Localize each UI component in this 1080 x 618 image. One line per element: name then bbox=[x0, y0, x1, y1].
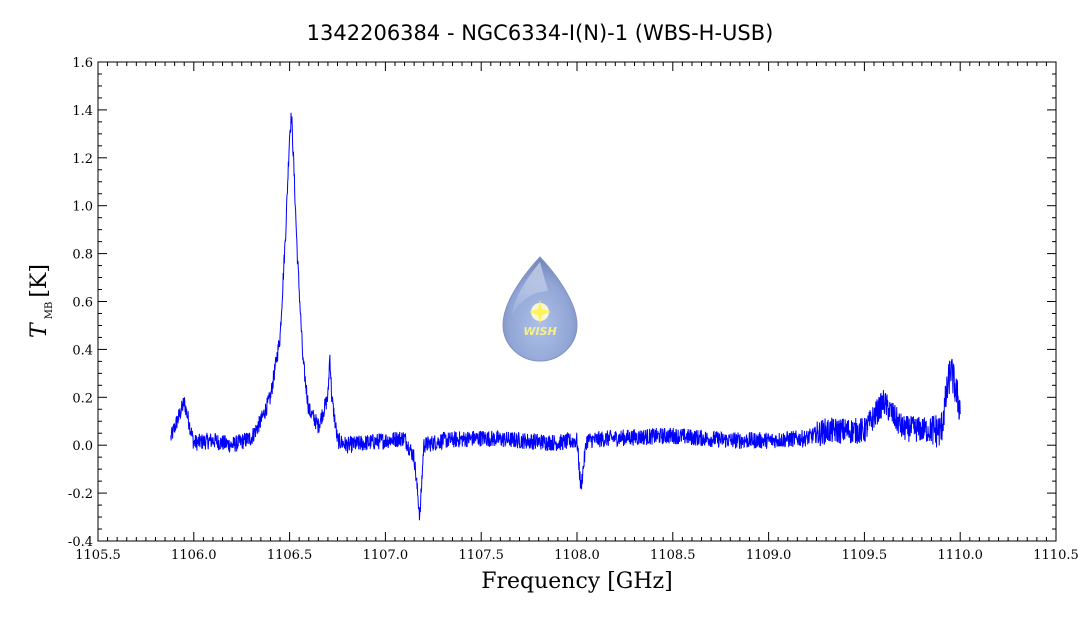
x-tick-labels: 1105.5 1106.0 1106.5 1107.0 1107.5 1108.0 1108… bbox=[75, 548, 1079, 563]
y-tick-label: 0.0 bbox=[72, 439, 93, 454]
y-tick-label: 1.2 bbox=[72, 152, 93, 167]
y-axis-label: TMB [K] bbox=[27, 264, 55, 338]
x-tick-label: 1109.0 bbox=[746, 548, 792, 563]
x-tick-label: 1108.5 bbox=[650, 548, 696, 563]
x-tick-label: 1107.0 bbox=[363, 548, 409, 563]
x-tick-label: 1107.5 bbox=[458, 548, 504, 563]
x-tick-label: 1106.5 bbox=[267, 548, 313, 563]
plot-frame bbox=[97, 61, 1057, 542]
y-tick-label: -0.4 bbox=[68, 535, 93, 550]
y-tick-label: 1.4 bbox=[72, 104, 93, 119]
y-axis-label-subscript: MB bbox=[44, 302, 55, 320]
y-tick-labels: -0.4 -0.2 0.0 0.2 0.4 0.6 0.8 1.0 1.2 1.4 1.6 bbox=[68, 56, 93, 550]
x-tick-label: 1105.5 bbox=[75, 548, 121, 563]
y-tick-label: 1.0 bbox=[72, 200, 93, 215]
x-axis-label: Frequency [GHz] bbox=[481, 569, 673, 594]
y-tick-label: -0.2 bbox=[68, 487, 93, 502]
y-tick-label: 1.6 bbox=[72, 56, 93, 71]
chart-title: 1342206384 - NGC6334-I(N)-1 (WBS-H-USB) bbox=[307, 21, 774, 45]
x-tick-label: 1110.5 bbox=[1033, 548, 1079, 563]
y-axis-label-symbol: T bbox=[27, 321, 52, 338]
y-tick-label: 0.6 bbox=[72, 296, 93, 311]
axis-ticks bbox=[97, 61, 1057, 542]
x-tick-label: 1109.5 bbox=[842, 548, 888, 563]
y-tick-label: 0.8 bbox=[72, 248, 93, 263]
svg-text:TMB[K]: TMB [K] bbox=[27, 264, 55, 338]
y-tick-label: 0.2 bbox=[72, 391, 93, 406]
x-tick-label: 1106.0 bbox=[171, 548, 217, 563]
x-tick-label: 1108.0 bbox=[554, 548, 600, 563]
spectrum-line bbox=[170, 112, 961, 521]
wish-logo: WISH bbox=[502, 256, 578, 362]
y-axis-label-unit: [K] bbox=[27, 264, 52, 298]
x-tick-label: 1110.0 bbox=[937, 548, 983, 563]
logo-text: WISH bbox=[523, 325, 556, 338]
y-tick-label: 0.4 bbox=[72, 343, 93, 358]
